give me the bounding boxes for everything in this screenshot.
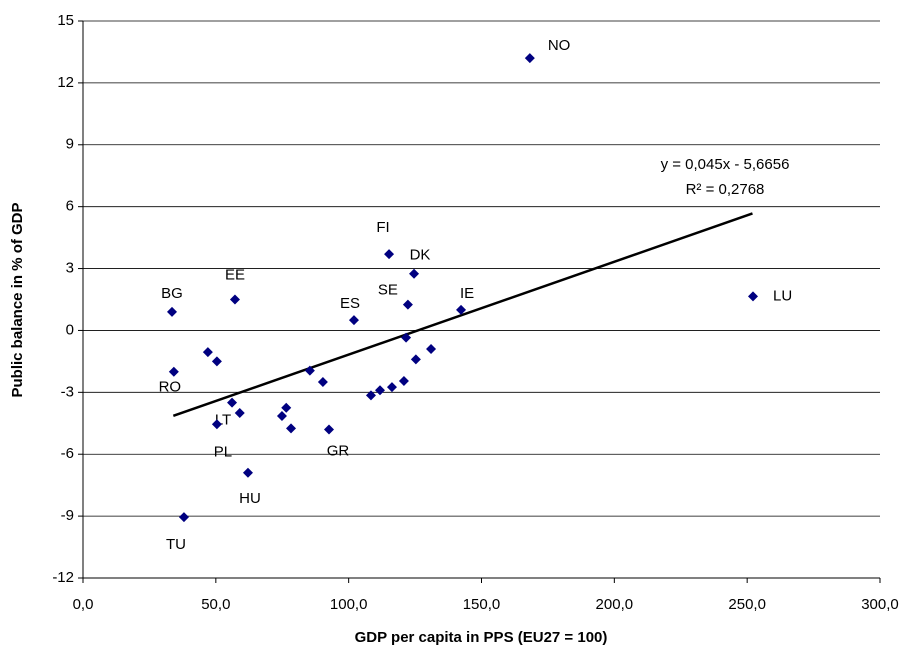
- point: [401, 332, 412, 343]
- point-label: BG: [161, 285, 183, 302]
- y-tick-label: -3: [61, 383, 74, 400]
- point: [242, 467, 253, 478]
- point-label: TU: [166, 536, 186, 553]
- point-label: GR: [327, 442, 350, 459]
- y-tick-label: -9: [61, 507, 74, 524]
- point-label: IE: [460, 285, 474, 302]
- equation: y = 0,045x - 5,6656: [661, 156, 790, 173]
- point-label: PL: [214, 443, 232, 460]
- point-label: DK: [410, 247, 431, 264]
- point: [227, 397, 238, 408]
- y-tick-label: 12: [57, 74, 74, 91]
- x-tick-label: 100,0: [330, 596, 368, 613]
- point: [178, 512, 189, 523]
- point: [375, 385, 386, 396]
- point: [386, 382, 397, 393]
- y-tick-label: 0: [66, 321, 74, 338]
- point-label: RO: [159, 379, 182, 396]
- x-tick-label: 250,0: [728, 596, 766, 613]
- x-tick-label: 150,0: [463, 596, 501, 613]
- point: [402, 299, 413, 310]
- x-tick-label: 300,0: [861, 596, 899, 613]
- point-label: SE: [378, 282, 398, 299]
- point: [317, 377, 328, 388]
- point: [426, 344, 437, 355]
- point: [211, 356, 222, 367]
- point-label: LU: [773, 287, 792, 304]
- point: [324, 424, 335, 435]
- x-tick-label: 0,0: [73, 596, 94, 613]
- point: [304, 365, 315, 376]
- point: [286, 423, 297, 434]
- point-label: NO: [548, 37, 571, 54]
- point: [348, 315, 359, 326]
- y-tick-label: -12: [52, 569, 74, 586]
- point: [524, 53, 535, 64]
- point: [410, 354, 421, 365]
- point: [384, 249, 395, 260]
- x-axis-title: GDP per capita in PPS (EU27 = 100): [355, 629, 608, 646]
- y-tick-label: 6: [66, 198, 74, 215]
- y-tick-label: -6: [61, 445, 74, 462]
- x-tick-label: 50,0: [201, 596, 230, 613]
- point: [456, 304, 467, 315]
- trendline: [172, 212, 753, 418]
- point: [211, 419, 222, 430]
- y-tick-label: 3: [66, 260, 74, 277]
- point: [409, 268, 420, 279]
- point-label: EE: [225, 266, 245, 283]
- point: [168, 366, 179, 377]
- point-label: FI: [376, 219, 389, 236]
- x-tick-label: 200,0: [596, 596, 634, 613]
- point: [398, 375, 409, 386]
- point: [276, 411, 287, 422]
- point: [281, 402, 292, 413]
- point: [234, 407, 245, 418]
- point-label: HU: [239, 490, 261, 507]
- point: [202, 347, 213, 358]
- point: [365, 390, 376, 401]
- r-squared: R² = 0,2768: [686, 181, 765, 198]
- point: [166, 306, 177, 317]
- y-axis-title: Public balance in % of GDP: [9, 202, 26, 397]
- point: [748, 291, 759, 302]
- point-label: ES: [340, 295, 360, 312]
- y-tick-label: 9: [66, 136, 74, 153]
- y-tick-label: 15: [57, 12, 74, 29]
- point: [229, 294, 240, 305]
